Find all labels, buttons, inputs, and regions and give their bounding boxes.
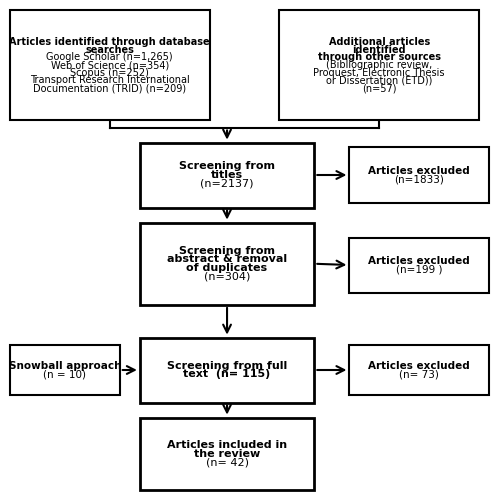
FancyBboxPatch shape xyxy=(10,345,120,395)
Text: (n= 42): (n= 42) xyxy=(206,458,249,468)
Text: (n=304): (n=304) xyxy=(204,272,250,282)
Text: Web of Science (n=354): Web of Science (n=354) xyxy=(51,60,169,70)
Text: the review: the review xyxy=(194,449,260,459)
Text: (n=1833): (n=1833) xyxy=(394,174,444,184)
FancyBboxPatch shape xyxy=(349,345,489,395)
Text: through other sources: through other sources xyxy=(318,52,441,62)
Text: Documentation (TRID) (n=209): Documentation (TRID) (n=209) xyxy=(33,83,186,93)
Text: Snowball approach: Snowball approach xyxy=(8,361,121,371)
Text: text  (n= 115): text (n= 115) xyxy=(184,370,270,380)
FancyBboxPatch shape xyxy=(140,222,314,305)
FancyBboxPatch shape xyxy=(140,418,314,490)
Text: Articles identified through database: Articles identified through database xyxy=(9,37,210,47)
Text: (n=2137): (n=2137) xyxy=(200,179,254,189)
FancyBboxPatch shape xyxy=(140,142,314,208)
Text: (n= 73): (n= 73) xyxy=(399,369,439,379)
FancyBboxPatch shape xyxy=(279,10,479,120)
Text: (n=199 ): (n=199 ) xyxy=(396,264,443,274)
FancyBboxPatch shape xyxy=(349,148,489,203)
Text: Scopus (n=252): Scopus (n=252) xyxy=(70,68,149,78)
Text: Articles included in: Articles included in xyxy=(167,440,287,450)
Text: of duplicates: of duplicates xyxy=(187,263,267,273)
Text: Additional articles: Additional articles xyxy=(329,37,430,47)
Text: Articles excluded: Articles excluded xyxy=(368,256,470,266)
Text: Transport Research International: Transport Research International xyxy=(30,76,190,86)
Text: (Bibliographic review,: (Bibliographic review, xyxy=(326,60,432,70)
Text: identified: identified xyxy=(352,44,406,54)
Text: Google Scholar (n=1,265): Google Scholar (n=1,265) xyxy=(46,52,173,62)
Text: Articles excluded: Articles excluded xyxy=(368,166,470,176)
Text: titles: titles xyxy=(211,170,243,180)
Text: abstract & removal: abstract & removal xyxy=(167,254,287,264)
Text: Articles excluded: Articles excluded xyxy=(368,361,470,371)
Text: or Dissertation (ETD)): or Dissertation (ETD)) xyxy=(326,76,433,86)
Text: searches: searches xyxy=(85,44,134,54)
FancyBboxPatch shape xyxy=(10,10,210,120)
FancyBboxPatch shape xyxy=(349,238,489,292)
Text: (n = 10): (n = 10) xyxy=(43,369,86,379)
FancyBboxPatch shape xyxy=(140,338,314,402)
Text: Screening from: Screening from xyxy=(179,161,275,171)
Text: Proquest, Electronic Thesis: Proquest, Electronic Thesis xyxy=(313,68,445,78)
Text: Screening from: Screening from xyxy=(179,246,275,256)
Text: Screening from full: Screening from full xyxy=(167,360,287,370)
Text: (n=57): (n=57) xyxy=(362,83,397,93)
